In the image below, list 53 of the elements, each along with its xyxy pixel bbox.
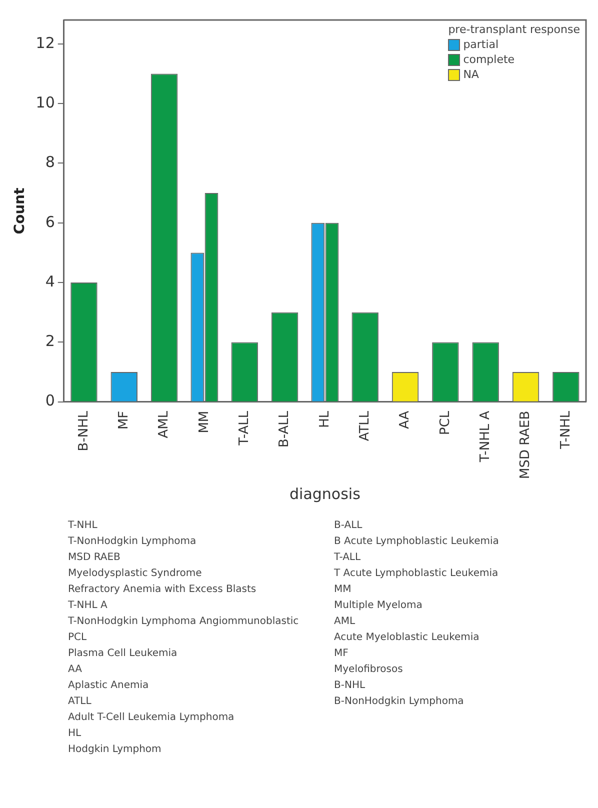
text: B Acute Lymphoblastic Leukemia — [334, 535, 500, 549]
text: Myelofibrosos — [334, 663, 404, 677]
text: Multiple Myeloma — [334, 599, 424, 613]
text: B-NonHodgkin Lymphoma — [334, 695, 465, 709]
x-tick-label: B-ALL — [277, 410, 292, 448]
legend-label: partial — [463, 37, 499, 52]
y-tick-label: 6 — [45, 212, 55, 231]
y-tick-label: 12 — [36, 34, 55, 52]
text: ATLL — [68, 695, 92, 709]
text: T Acute Lymphoblastic Leukemia — [334, 567, 500, 581]
y-tick-label: 2 — [45, 332, 55, 350]
y-tick-label: 10 — [36, 93, 55, 112]
text: B-ALL — [334, 519, 364, 533]
x-tick-label: T-NHL A — [478, 410, 493, 464]
x-axis-title: diagnosis — [290, 484, 361, 503]
text: T-ALL — [334, 551, 362, 565]
x-tick-label: T-ALL — [236, 410, 252, 446]
x-tick-label: T-NHL — [558, 410, 574, 450]
text: HL — [68, 727, 82, 741]
legend-title: pre-transplant response — [448, 22, 580, 37]
text: T-NHL — [68, 519, 98, 533]
text: Plasma Cell Leukemia — [68, 647, 178, 661]
text: Hodgkin Lymphom — [68, 743, 162, 757]
text: Myelodysplastic Syndrome — [68, 567, 203, 581]
text: Adult T-Cell Leukemia Lymphoma — [68, 711, 236, 725]
text: T-NHL A — [68, 599, 108, 613]
text: Aplastic Anemia — [68, 679, 150, 693]
y-tick-label: 4 — [45, 272, 55, 290]
x-tick-label: ATLL — [357, 410, 372, 442]
legend-label: complete — [463, 52, 515, 67]
text: MF — [334, 647, 350, 661]
legend-label: NA — [463, 67, 479, 82]
x-tick-label: MM — [196, 410, 212, 434]
text: MM — [334, 583, 352, 597]
text: B-NHL — [334, 679, 366, 693]
x-tick-label: B-NHL — [76, 410, 92, 452]
text: T-NonHodgkin Lymphoma — [68, 535, 198, 549]
y-tick-label: 0 — [45, 392, 55, 410]
text: PCL — [68, 631, 88, 645]
x-tick-label: HL — [317, 410, 332, 428]
text: Refractory Anemia with Excess Blasts — [68, 583, 258, 597]
x-tick-label: AA — [398, 410, 413, 430]
text: MSD RAEB — [68, 551, 122, 565]
x-tick-label: MF — [116, 410, 132, 430]
text: T-NonHodgkin Lymphoma Angiommunoblastic — [68, 615, 300, 629]
x-tick-label: MSD RAEB — [518, 410, 534, 480]
text: Acute Myeloblastic Leukemia — [334, 631, 480, 645]
x-tick-label: PCL — [438, 410, 453, 436]
text: AML — [334, 615, 356, 629]
x-tick-label: AML — [156, 410, 172, 438]
y-axis-title: Count — [12, 187, 28, 234]
text: AA — [68, 663, 83, 677]
y-tick-label: 8 — [45, 153, 55, 172]
